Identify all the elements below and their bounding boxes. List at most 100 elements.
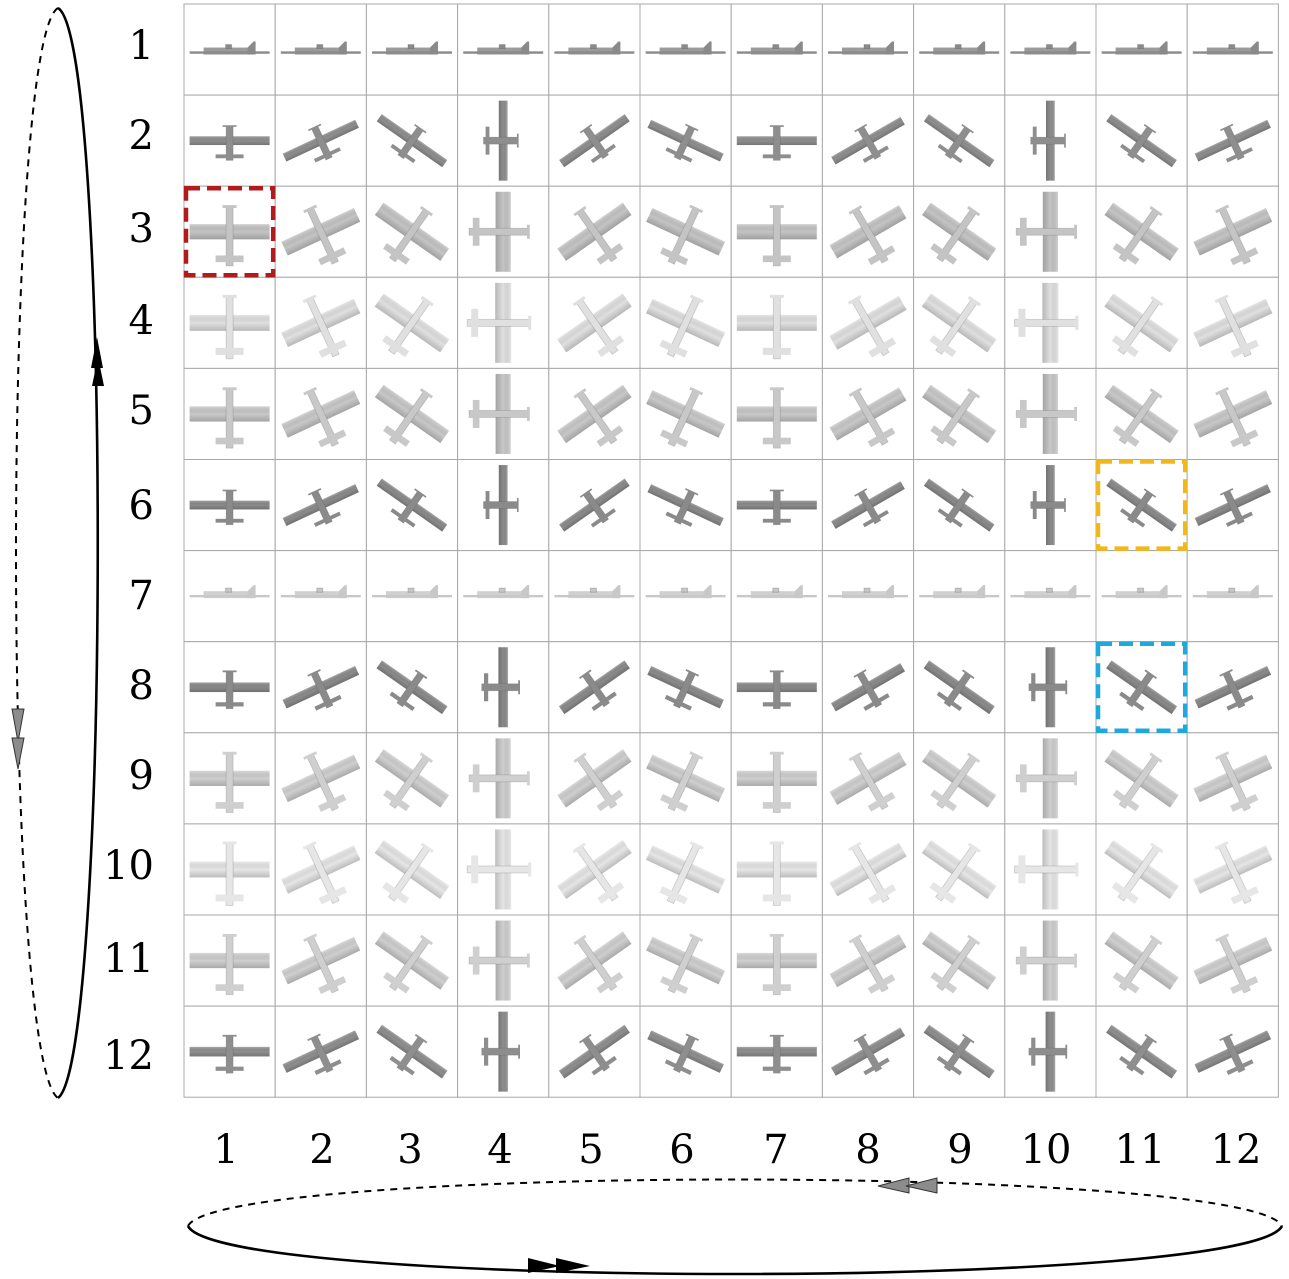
airplane-icon — [189, 933, 270, 996]
airplane-icon — [736, 1034, 817, 1074]
grid-cell — [1186, 732, 1279, 825]
grid-cell — [457, 367, 550, 460]
grid-cell — [457, 276, 550, 369]
grid-cell — [821, 3, 915, 96]
airplane-icon — [829, 387, 907, 448]
airplane-icon — [1106, 660, 1178, 715]
column-label: 8 — [855, 1127, 880, 1173]
grid-cell — [274, 459, 367, 552]
airplane-icon — [645, 294, 726, 358]
grid-cell — [1095, 185, 1188, 278]
row-label: 1 — [129, 23, 154, 69]
grid-cell — [730, 550, 823, 643]
airplane-icon — [923, 478, 995, 532]
airplane-icon — [282, 484, 359, 527]
grid-cell — [183, 641, 276, 734]
airplane-icon — [1010, 41, 1091, 55]
grid-cell — [274, 94, 367, 187]
airplane-icon — [646, 386, 726, 448]
left-arrow-icon — [877, 1177, 910, 1194]
airplane-icon — [554, 585, 635, 599]
airplane-icon — [647, 484, 724, 527]
column-label: 6 — [669, 1127, 694, 1173]
airplane-icon — [376, 478, 448, 532]
airplane-icon — [646, 204, 726, 266]
airplane-icon — [1101, 585, 1182, 599]
grid-cell — [274, 823, 367, 916]
grid-cell — [821, 1005, 915, 1098]
grid-cell — [1186, 550, 1279, 643]
grid-cell — [730, 94, 823, 187]
airplane-icon — [557, 839, 632, 904]
grid-cell — [274, 276, 367, 369]
airplane-icon — [1014, 282, 1079, 363]
airplane-icon — [468, 191, 530, 272]
vertical-loop-dashed — [15, 7, 59, 1099]
row-label: 9 — [129, 753, 154, 799]
airplane-icon — [646, 751, 726, 812]
grid-cell — [821, 550, 915, 643]
airplane-icon — [558, 1024, 630, 1079]
grid-cell — [913, 94, 1006, 187]
grid-cell — [457, 914, 550, 1007]
airplane-icon — [374, 931, 450, 994]
airplane-icon — [831, 481, 905, 529]
grid-cell — [183, 823, 276, 916]
grid-cell — [1186, 459, 1279, 552]
grid-cell — [821, 823, 915, 916]
grid-cell — [365, 276, 459, 369]
airplane-icon — [1193, 751, 1273, 812]
grid-cell — [457, 1005, 550, 1098]
airplane-icon — [466, 282, 532, 363]
airplane-icon — [647, 665, 724, 711]
grid-cell — [1004, 1005, 1097, 1098]
column-label: 3 — [397, 1127, 422, 1173]
airplane-icon — [282, 665, 360, 711]
grid-cell — [274, 3, 367, 96]
airplane-icon — [557, 384, 632, 447]
airplane-icon — [829, 841, 907, 905]
grid-cell — [730, 823, 823, 916]
airplane-icon — [280, 585, 361, 599]
grid-cell — [821, 276, 915, 369]
airplane-icon — [281, 841, 361, 905]
airplane-icon — [645, 41, 726, 55]
airplane-icon — [557, 293, 632, 358]
grid-cell — [730, 459, 823, 552]
grid-cell — [1095, 641, 1188, 734]
grid-cell — [821, 914, 915, 1007]
airplane-icon — [189, 841, 270, 906]
airplane-icon — [374, 202, 450, 265]
grid-cell — [1186, 914, 1279, 1007]
row-label: 8 — [129, 663, 154, 709]
grid-cell — [1186, 823, 1279, 916]
right-arrow-icon — [528, 1258, 560, 1273]
airplane-icon — [554, 41, 635, 55]
airplane-icon — [189, 205, 270, 267]
airplane-icon — [1015, 373, 1078, 454]
grid-cell — [1095, 1005, 1188, 1098]
airplane-icon — [922, 931, 997, 994]
grid-cell — [1004, 459, 1097, 552]
grid-cell — [730, 185, 823, 278]
column-label: 7 — [763, 1127, 788, 1173]
grid-cell — [274, 914, 367, 1007]
airplane-icon — [646, 933, 726, 995]
grid-cell — [1186, 94, 1279, 187]
grid-cell — [548, 914, 641, 1007]
airplane-icon — [923, 660, 995, 715]
grid-cell — [1004, 94, 1097, 187]
airplane-icon — [481, 1011, 521, 1092]
grid-cell — [274, 641, 367, 734]
grid-cell — [183, 276, 276, 369]
grid-cell — [183, 550, 276, 643]
airplane-icon — [829, 933, 907, 994]
grid-cell — [821, 367, 915, 460]
airplane-icon — [280, 41, 361, 55]
airplane-icon — [1030, 465, 1066, 546]
airplane-icon — [645, 585, 726, 599]
airplane-icon — [468, 738, 530, 819]
airplane-icon — [1014, 829, 1079, 910]
airplane-icon — [736, 489, 817, 526]
